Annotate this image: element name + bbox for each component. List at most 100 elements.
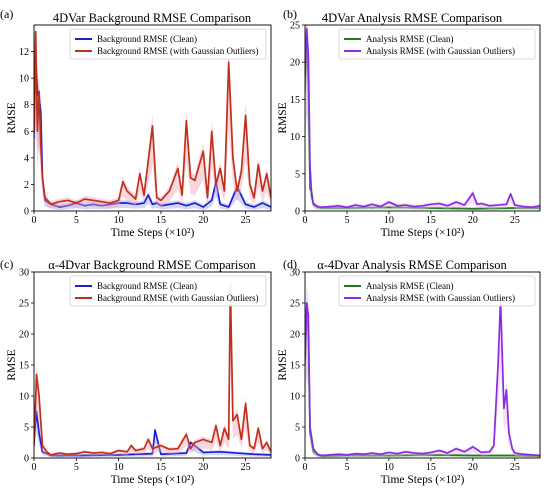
y-tick-label: 0 xyxy=(24,207,29,218)
x-tick-label: 0 xyxy=(32,462,37,473)
legend: Background RMSE (Clean) Background RMSE (… xyxy=(69,275,267,307)
x-tick-label: 20 xyxy=(468,215,478,226)
series-1-line xyxy=(34,410,271,457)
y-tick-label: 20 xyxy=(290,330,300,341)
y-tick-label: 12 xyxy=(19,47,29,58)
y-tick-label: 25 xyxy=(290,21,300,32)
legend-entry: Background RMSE (with Gaussian Outliers) xyxy=(97,46,258,56)
y-tick-label: 25 xyxy=(19,299,29,310)
panel-label: (b) xyxy=(283,7,297,21)
y-tick-label: 15 xyxy=(290,95,300,106)
y-tick-label: 5 xyxy=(295,423,300,434)
legend-box xyxy=(69,28,267,60)
x-tick-label: 25 xyxy=(510,215,520,226)
legend: Analysis RMSE (Clean) Analysis RMSE (with… xyxy=(338,28,536,60)
x-tick-label: 15 xyxy=(426,215,436,226)
y-tick-label: 15 xyxy=(19,361,29,372)
series-2-line xyxy=(34,283,271,456)
y-tick-label: 5 xyxy=(295,169,300,180)
y-axis-label: RMSE xyxy=(6,349,18,380)
y-tick-label: 5 xyxy=(24,423,29,434)
y-tick-label: 20 xyxy=(19,330,29,341)
y-tick-label: 4 xyxy=(24,153,29,164)
x-tick-label: 20 xyxy=(198,215,208,226)
legend-entry: Analysis RMSE (Clean) xyxy=(366,281,454,291)
series-2-line xyxy=(305,27,540,209)
panel-label: (c) xyxy=(0,257,13,271)
legend-entry: Analysis RMSE (Clean) xyxy=(366,34,454,44)
y-tick-label: 20 xyxy=(290,58,300,69)
series-2-line xyxy=(305,299,540,457)
plot-area xyxy=(305,25,540,211)
x-axis-label: Time Steps (×10²) xyxy=(111,474,195,486)
y-tick-label: 10 xyxy=(290,392,300,403)
legend-entry: Analysis RMSE (with Gaussian Outliers) xyxy=(366,293,515,303)
axes-frame xyxy=(304,24,541,212)
x-tick-label: 5 xyxy=(344,462,349,473)
x-tick-label: 25 xyxy=(241,462,251,473)
axes-frame xyxy=(33,24,272,212)
legend-entry: Background RMSE (with Gaussian Outliers) xyxy=(97,293,258,303)
legend-entry: Analysis RMSE (with Gaussian Outliers) xyxy=(366,46,515,56)
legend-box xyxy=(338,275,536,307)
plot-area xyxy=(34,25,271,211)
x-tick-label: 5 xyxy=(344,215,349,226)
legend-box xyxy=(69,275,267,307)
legend: Background RMSE (Clean) Background RMSE (… xyxy=(69,28,267,60)
legend-entry: Background RMSE (Clean) xyxy=(97,281,197,291)
series-1-line xyxy=(305,308,540,457)
y-tick-label: 30 xyxy=(19,268,29,279)
chart-title: α-4Dvar Background RMSE Comparison xyxy=(48,258,256,272)
legend-entry: Background RMSE (Clean) xyxy=(97,34,197,44)
panel-label: (d) xyxy=(283,257,297,271)
x-tick-label: 20 xyxy=(198,462,208,473)
x-tick-label: 25 xyxy=(510,462,520,473)
x-tick-label: 5 xyxy=(74,215,79,226)
series-2-band xyxy=(305,279,540,458)
x-tick-label: 0 xyxy=(303,215,308,226)
series-1-band xyxy=(305,290,540,458)
series-1-line xyxy=(305,35,540,210)
chart-title: 4DVar Analysis RMSE Comparison xyxy=(322,11,503,25)
y-tick-label: 2 xyxy=(24,180,29,191)
x-axis-label: Time Steps (×10²) xyxy=(381,227,465,239)
panel-1: 0 5 10 15 20 25 0 2 4 6 8 10 12 (a) 4DVar Background R… xyxy=(0,7,272,239)
y-tick-label: 15 xyxy=(290,361,300,372)
panel-3: 0 5 10 15 20 25 0 5 10 15 20 25 30 (c) α-4Dvar Backgro… xyxy=(0,257,272,486)
x-tick-label: 0 xyxy=(303,462,308,473)
x-tick-label: 10 xyxy=(114,215,124,226)
x-tick-label: 10 xyxy=(384,215,394,226)
y-tick-label: 10 xyxy=(19,392,29,403)
chart-title: 4DVar Background RMSE Comparison xyxy=(53,11,252,25)
chart-title: α-4Dvar Analysis RMSE Comparison xyxy=(317,258,507,272)
x-tick-label: 15 xyxy=(426,462,436,473)
y-tick-label: 10 xyxy=(19,74,29,85)
x-tick-label: 10 xyxy=(114,462,124,473)
y-tick-label: 8 xyxy=(24,100,29,111)
x-axis-label: Time Steps (×10²) xyxy=(381,474,465,486)
x-tick-label: 10 xyxy=(384,462,394,473)
y-tick-label: 10 xyxy=(290,132,300,143)
x-tick-label: 15 xyxy=(156,462,166,473)
legend: Analysis RMSE (Clean) Analysis RMSE (with… xyxy=(338,275,536,307)
y-tick-label: 25 xyxy=(290,299,300,310)
plot-area xyxy=(34,272,271,458)
panel-4: 0 5 10 15 20 25 0 5 10 15 20 25 30(d) α-4Dvar Analysi… xyxy=(277,257,541,486)
x-tick-label: 0 xyxy=(32,215,37,226)
legend-box xyxy=(338,28,536,60)
x-tick-label: 25 xyxy=(241,215,251,226)
y-tick-label: 30 xyxy=(290,268,300,279)
y-axis-label: RMSE xyxy=(277,349,289,380)
x-tick-label: 20 xyxy=(468,462,478,473)
y-axis-label: RMSE xyxy=(6,102,18,133)
x-axis-label: Time Steps (×10²) xyxy=(111,227,195,239)
series-2-line xyxy=(34,30,271,206)
y-tick-label: 6 xyxy=(24,127,29,138)
series-1-line xyxy=(34,57,271,208)
series-2-band xyxy=(34,25,271,209)
panel-label: (a) xyxy=(0,7,13,21)
y-tick-label: 0 xyxy=(24,454,29,465)
y-tick-label: 0 xyxy=(295,454,300,465)
